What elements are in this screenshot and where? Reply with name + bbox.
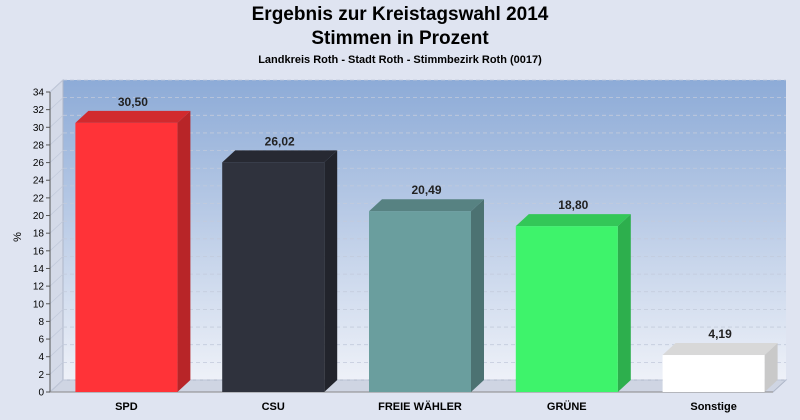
x-tick-label: SPD bbox=[115, 401, 138, 413]
x-tick-label: GRÜNE bbox=[547, 400, 587, 413]
y-tick-label: 10 bbox=[33, 299, 45, 310]
bar-value-label: 26,02 bbox=[265, 134, 295, 148]
y-tick-label: 8 bbox=[38, 317, 44, 328]
grid-line-side bbox=[49, 167, 64, 181]
bar-front bbox=[75, 122, 178, 392]
x-tick-label: CSU bbox=[262, 401, 285, 413]
bar-front bbox=[662, 355, 765, 392]
y-tick-label: 2 bbox=[38, 370, 44, 381]
bar-value-label: 4,19 bbox=[708, 327, 732, 341]
y-tick-label: 0 bbox=[38, 388, 44, 399]
grid-line-side bbox=[49, 220, 64, 234]
bar-top bbox=[75, 110, 191, 123]
bar-front bbox=[515, 226, 618, 392]
y-tick-label: 4 bbox=[38, 352, 44, 363]
bar-value-label: 18,80 bbox=[558, 198, 588, 212]
y-tick-label: 28 bbox=[33, 140, 45, 151]
y-tick-label: 12 bbox=[33, 282, 45, 293]
grid-line-side bbox=[49, 238, 64, 252]
y-tick-label: 34 bbox=[33, 88, 45, 99]
y-tick-label: 18 bbox=[33, 229, 45, 240]
grid-line-side bbox=[49, 273, 64, 287]
bar-side bbox=[617, 214, 631, 392]
grid-line-side bbox=[49, 379, 64, 393]
y-tick-label: 26 bbox=[33, 158, 45, 169]
bar bbox=[75, 110, 191, 392]
grid-line-side bbox=[49, 344, 64, 357]
grid-line-side bbox=[49, 97, 64, 110]
bar bbox=[515, 214, 631, 392]
bar-side bbox=[764, 343, 778, 392]
y-axis-label: % bbox=[12, 232, 24, 242]
bar bbox=[662, 343, 778, 392]
bar-value-label: 20,49 bbox=[411, 183, 441, 197]
bar-front bbox=[369, 211, 471, 392]
grid-line-side bbox=[49, 362, 64, 375]
bar-side bbox=[177, 110, 191, 392]
y-tick-label: 22 bbox=[33, 193, 45, 204]
x-tick-label: FREIE WÄHLER bbox=[378, 400, 462, 413]
bar bbox=[369, 199, 484, 392]
chart-subtitle: Stimmen in Prozent bbox=[311, 28, 489, 49]
x-tick-label: Sonstige bbox=[690, 401, 736, 413]
grid-line-side bbox=[49, 132, 64, 146]
y-tick-label: 16 bbox=[33, 246, 45, 257]
grid-line-side bbox=[49, 326, 64, 340]
y-tick-label: 6 bbox=[38, 335, 44, 346]
y-tick-label: 24 bbox=[33, 176, 45, 187]
y-tick-label: 30 bbox=[33, 123, 45, 134]
y-tick-label: 14 bbox=[33, 264, 45, 275]
grid-line-side bbox=[49, 309, 64, 322]
bar-side bbox=[324, 150, 338, 392]
plot-side-wall bbox=[49, 78, 64, 394]
grid-line-side bbox=[49, 291, 64, 305]
grid-line-side bbox=[49, 203, 64, 216]
bar-top bbox=[515, 214, 631, 227]
y-tick-label: 20 bbox=[33, 211, 45, 222]
bar-top bbox=[369, 199, 484, 212]
bar-top bbox=[662, 343, 778, 356]
grid-line-side bbox=[49, 150, 64, 163]
grid-line-side bbox=[49, 256, 64, 269]
chart-location: Landkreis Roth - Stadt Roth - Stimmbezir… bbox=[258, 54, 542, 66]
chart-title: Ergebnis zur Kreistagswahl 2014 bbox=[251, 4, 549, 25]
bar-value-label: 30,50 bbox=[118, 95, 148, 109]
y-tick-label: 32 bbox=[33, 105, 45, 116]
grid-line-side bbox=[49, 185, 64, 199]
grid-line-side bbox=[49, 79, 64, 93]
bar bbox=[222, 150, 338, 392]
bar-side bbox=[471, 199, 484, 392]
bar-top bbox=[222, 150, 338, 163]
grid-line-side bbox=[49, 115, 64, 128]
bar-front bbox=[222, 162, 325, 392]
